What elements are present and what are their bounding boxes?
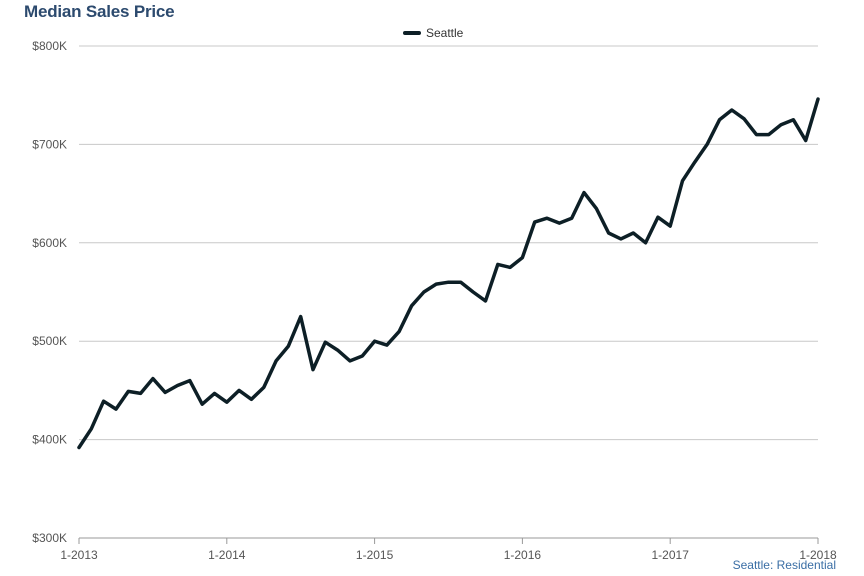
y-tick-label: $600K bbox=[32, 236, 67, 250]
data-point bbox=[508, 265, 513, 270]
data-point bbox=[705, 142, 710, 147]
x-tick-label: 1-2017 bbox=[652, 548, 690, 562]
y-axis: $300K $400K $500K $600K $700K $800K bbox=[32, 39, 67, 545]
data-point bbox=[803, 138, 808, 143]
data-point bbox=[643, 240, 648, 245]
data-point bbox=[323, 340, 328, 345]
data-point bbox=[150, 376, 155, 381]
data-point bbox=[791, 117, 796, 122]
x-tick-label: 1-2016 bbox=[504, 548, 542, 562]
data-point bbox=[347, 358, 352, 363]
gridlines bbox=[79, 45, 818, 539]
data-point bbox=[372, 339, 377, 344]
data-point bbox=[545, 216, 550, 221]
y-tick-label: $400K bbox=[32, 433, 67, 447]
data-point bbox=[249, 397, 254, 402]
series-layer bbox=[77, 97, 821, 450]
data-point bbox=[200, 402, 205, 407]
footer-note: Seattle: Residential bbox=[732, 558, 836, 572]
data-point bbox=[766, 132, 771, 137]
data-point bbox=[187, 378, 192, 383]
x-tick-label: 1-2013 bbox=[60, 548, 98, 562]
data-point bbox=[311, 367, 316, 372]
y-tick-label: $500K bbox=[32, 334, 67, 348]
data-point bbox=[163, 390, 168, 395]
x-tick-label: 1-2014 bbox=[208, 548, 246, 562]
data-point bbox=[569, 216, 574, 221]
data-point bbox=[594, 206, 599, 211]
data-point bbox=[421, 290, 426, 295]
data-point bbox=[532, 220, 537, 225]
series-line-seattle bbox=[77, 97, 820, 450]
data-point bbox=[729, 107, 734, 112]
x-tick-label: 1-2015 bbox=[356, 548, 394, 562]
legend[interactable]: Seattle bbox=[403, 26, 464, 40]
data-point bbox=[113, 407, 118, 412]
data-point bbox=[754, 132, 759, 137]
data-point bbox=[692, 160, 697, 165]
data-point bbox=[680, 178, 685, 183]
data-point bbox=[138, 391, 143, 396]
data-point bbox=[261, 385, 266, 390]
data-point bbox=[471, 290, 476, 295]
data-point bbox=[618, 236, 623, 241]
y-tick-label: $700K bbox=[32, 137, 67, 151]
data-point bbox=[779, 122, 784, 127]
chart-title: Median Sales Price bbox=[24, 2, 175, 21]
data-point bbox=[126, 389, 131, 394]
y-tick-label: $300K bbox=[32, 531, 67, 545]
data-point bbox=[520, 255, 525, 260]
data-point bbox=[483, 298, 488, 303]
data-point bbox=[89, 426, 94, 431]
data-point bbox=[446, 280, 451, 285]
x-tick-label: 1-2018 bbox=[799, 548, 837, 562]
data-point bbox=[581, 190, 586, 195]
data-point bbox=[742, 116, 747, 121]
data-point bbox=[77, 445, 82, 450]
data-point bbox=[224, 400, 229, 405]
data-point bbox=[384, 343, 389, 348]
data-point bbox=[298, 314, 303, 319]
data-point bbox=[101, 399, 106, 404]
data-point bbox=[668, 224, 673, 229]
data-point bbox=[212, 391, 217, 396]
y-tick-label: $800K bbox=[32, 39, 67, 53]
x-axis: 1-2013 1-2014 1-2015 1-2016 1-2017 1-2018 bbox=[60, 538, 837, 562]
data-point bbox=[434, 282, 439, 287]
data-point bbox=[360, 353, 365, 358]
data-point bbox=[409, 303, 414, 308]
data-point bbox=[274, 358, 279, 363]
legend-label[interactable]: Seattle bbox=[426, 26, 464, 40]
data-point bbox=[286, 344, 291, 349]
data-point bbox=[397, 329, 402, 334]
data-point bbox=[631, 230, 636, 235]
data-point bbox=[557, 221, 562, 226]
data-point bbox=[335, 348, 340, 353]
data-point bbox=[458, 280, 463, 285]
data-point bbox=[237, 388, 242, 393]
data-point bbox=[816, 97, 821, 102]
data-point bbox=[655, 215, 660, 220]
data-point bbox=[606, 230, 611, 235]
data-point bbox=[175, 383, 180, 388]
data-point bbox=[717, 117, 722, 122]
data-point bbox=[495, 262, 500, 267]
